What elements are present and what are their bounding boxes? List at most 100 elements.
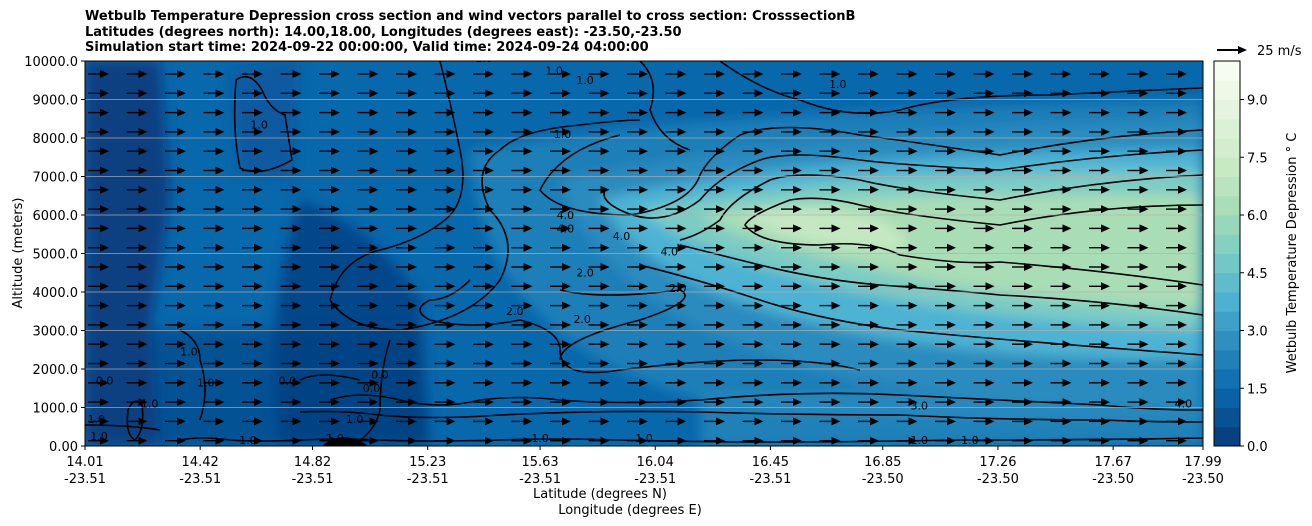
colorbar-label: Wetbulb Temperature Depression ° C (1285, 133, 1300, 374)
wind-vector (896, 282, 918, 291)
colorbar-bin (1214, 349, 1240, 370)
x-tick-label-lat: 16.04 (637, 455, 674, 470)
wind-vector (88, 147, 109, 156)
contour-label: 1.0 (326, 432, 344, 445)
wind-vector (550, 185, 571, 194)
wind-vector (896, 436, 918, 445)
wind-vector (511, 359, 533, 368)
wind-vector (627, 301, 648, 310)
wind-vector (396, 301, 417, 310)
colorbar-bin (1214, 369, 1240, 389)
wind-vector (1050, 243, 1072, 252)
wind-vector (627, 127, 648, 136)
wind-vector (973, 359, 995, 368)
wind-vector (319, 147, 340, 156)
wind-vector (1166, 378, 1187, 387)
wind-vector (742, 70, 764, 78)
wind-vector (165, 282, 186, 291)
wind-vector (896, 185, 918, 194)
y-tick-label: 9000.0 (33, 94, 79, 109)
wind-vector (1166, 301, 1187, 310)
wind-vector (973, 243, 995, 252)
wind-vector (1166, 185, 1187, 194)
wind-vector (203, 89, 225, 98)
wind-vector (935, 127, 956, 136)
wind-vector (1089, 359, 1110, 368)
wind-vector (627, 205, 648, 214)
wind-vector (396, 378, 417, 387)
wind-vector (550, 166, 571, 175)
wind-vector (88, 166, 109, 175)
wind-vector (781, 70, 802, 78)
y-axis-label: Altitude (meters) (11, 198, 26, 309)
wind-vector (126, 185, 148, 194)
wind-vector (665, 378, 687, 387)
wind-vector (357, 224, 379, 233)
wind-vector (781, 243, 802, 252)
wind-vector (1050, 378, 1072, 387)
wind-vector (88, 417, 109, 426)
wind-vector (704, 205, 725, 214)
x-tick-label-lon: -23.51 (292, 472, 334, 487)
colorbar-bin (1214, 215, 1240, 235)
wind-vector (126, 127, 148, 136)
wind-vector (896, 263, 918, 271)
wind-vector (1012, 205, 1033, 214)
wind-vector (319, 340, 340, 349)
wind-vector (1012, 378, 1033, 387)
wind-vector (627, 340, 648, 349)
wind-vector (242, 243, 263, 252)
wind-vector (819, 263, 841, 271)
wind-vector (396, 127, 417, 136)
wind-vector (550, 205, 571, 214)
wind-vector (935, 359, 956, 368)
wind-vector (704, 301, 725, 310)
wind-vector (1089, 301, 1110, 310)
wind-vector (511, 205, 533, 214)
wind-vector (704, 224, 725, 233)
wind-vector (242, 359, 263, 368)
wind-vector (819, 301, 841, 310)
wind-vector (588, 378, 610, 387)
wind-vector (935, 147, 956, 156)
wind-vector (627, 224, 648, 233)
wind-vector (1127, 108, 1149, 117)
wind-vector (550, 436, 571, 445)
wind-vector (165, 320, 186, 329)
wind-vector (357, 320, 379, 329)
colorbar-bin (1214, 176, 1240, 197)
wind-vector (165, 147, 186, 156)
wind-vector (935, 243, 956, 252)
x-tick-label-lon: -23.50 (1182, 472, 1224, 487)
wind-vector (511, 301, 533, 310)
x-tick-label-lon: -23.50 (1092, 472, 1134, 487)
wind-vector (1089, 205, 1110, 214)
wind-vector (550, 359, 571, 368)
wind-vector (1166, 224, 1187, 233)
wind-vector (242, 127, 263, 136)
wind-vector (396, 417, 417, 426)
wind-vector (896, 320, 918, 329)
wind-vector (473, 147, 494, 156)
wind-vector (280, 263, 302, 271)
wind-vector (1166, 243, 1187, 252)
wind-vector (203, 243, 225, 252)
wind-vector (357, 282, 379, 291)
wind-vector (1012, 263, 1033, 271)
wind-vector (742, 378, 764, 387)
wind-vector (1166, 359, 1187, 368)
wind-vector (588, 166, 610, 175)
contour-label: 1.0 (239, 434, 257, 447)
x-tick-label-lat: 15.23 (409, 455, 446, 470)
wind-vector (434, 359, 456, 368)
wind-vector (665, 359, 687, 368)
wind-vector (1166, 340, 1187, 349)
wind-vector (1012, 340, 1033, 349)
wind-vector (973, 340, 995, 349)
wind-vector (935, 282, 956, 291)
wind-vector (203, 185, 225, 194)
wind-vector (973, 263, 995, 271)
wind-vector (319, 398, 340, 407)
wind-vector (1050, 340, 1072, 349)
wind-vector (1127, 224, 1149, 233)
